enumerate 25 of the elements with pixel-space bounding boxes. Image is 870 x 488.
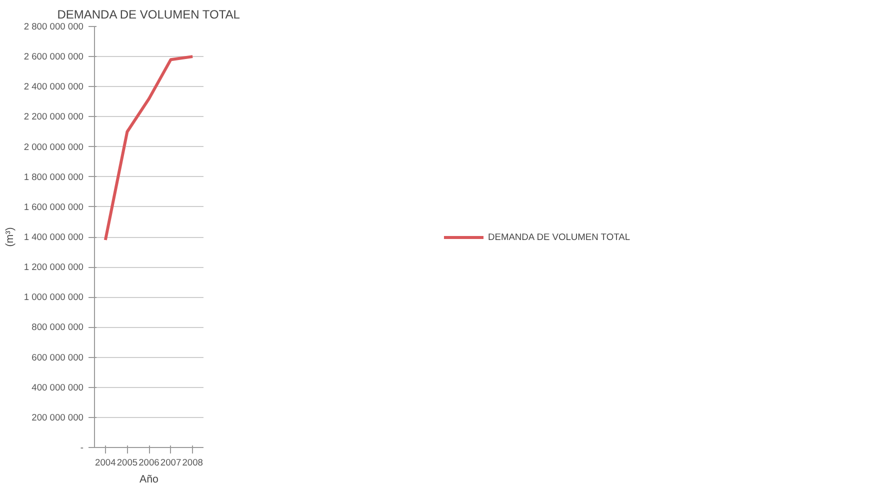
- x-tick-label: 2007: [160, 458, 182, 468]
- y-tick-label: 2 000 000 000: [24, 142, 84, 152]
- y-tick-label: 1 000 000 000: [24, 292, 84, 302]
- y-tick-label: 2 600 000 000: [24, 52, 84, 62]
- legend-label: DEMANDA DE VOLUMEN TOTAL: [488, 232, 630, 242]
- y-tick-label: 1 600 000 000: [24, 202, 84, 212]
- x-tick-label: 2008: [182, 458, 203, 468]
- y-axis-title: (m³): [4, 227, 16, 247]
- y-tick-label: 800 000 000: [32, 322, 84, 332]
- x-tick-label: 2004: [95, 458, 116, 468]
- x-tick-label: 2005: [116, 458, 138, 468]
- x-tick-label: 2006: [138, 458, 160, 468]
- line-series: [104, 55, 194, 242]
- chart-title: DEMANDA DE VOLUMEN TOTAL: [57, 8, 240, 22]
- y-tick-label: 600 000 000: [32, 352, 84, 362]
- y-tick-label: 200 000 000: [32, 412, 84, 422]
- y-tick-label: 2 800 000 000: [24, 22, 84, 32]
- x-axis-title: Año: [140, 474, 159, 486]
- y-tick-label: 1 200 000 000: [24, 262, 84, 272]
- y-tick-label: -: [80, 442, 84, 452]
- y-tick-label: 400 000 000: [32, 382, 84, 392]
- y-tick-label: 2 200 000 000: [24, 112, 84, 122]
- y-tick-label: 1 400 000 000: [24, 232, 84, 242]
- y-tick-label: 1 800 000 000: [24, 172, 84, 182]
- y-tick-label: 2 400 000 000: [24, 82, 84, 92]
